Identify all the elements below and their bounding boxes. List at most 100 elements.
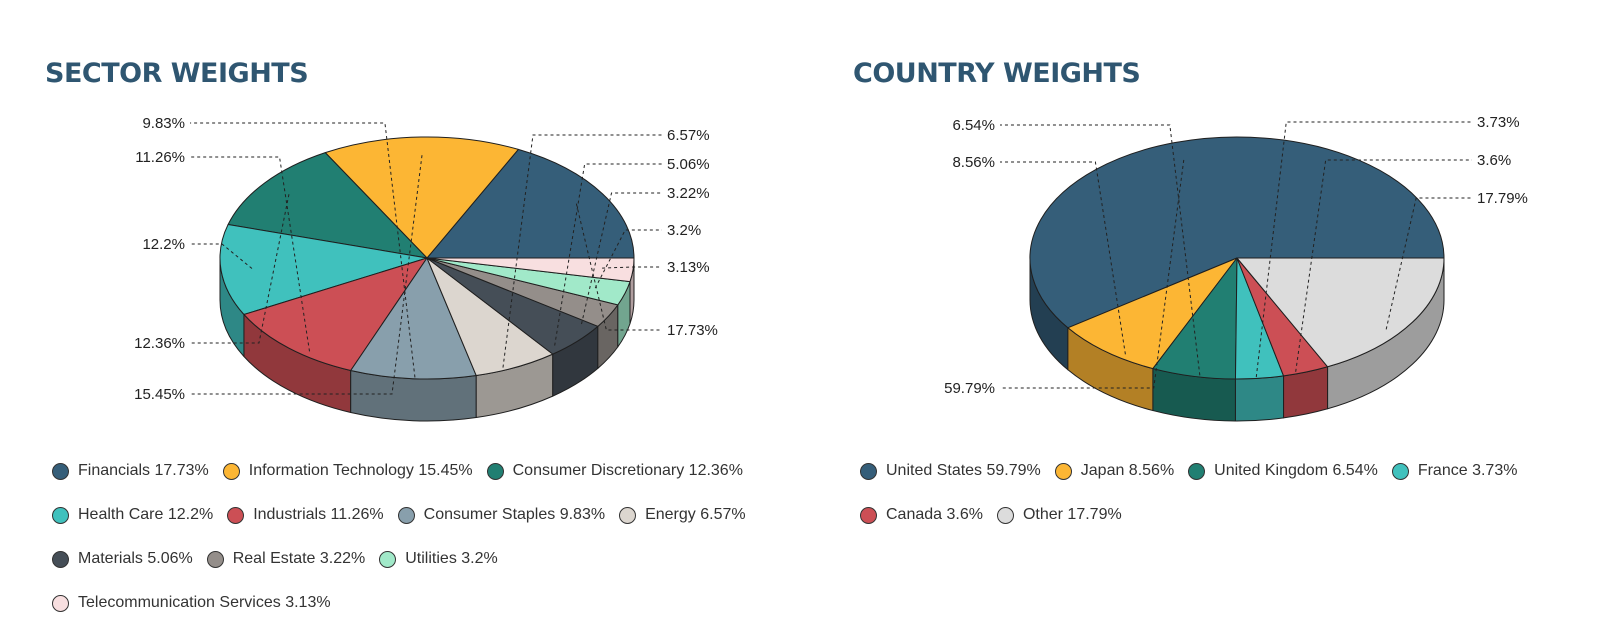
sector-slice-financials	[426, 148, 635, 259]
country-data-label-united-states: 59.79%	[944, 380, 995, 397]
country-weights-title: COUNTRY WEIGHTS	[853, 58, 1141, 89]
country-legend-item-united-kingdom[interactable]: United Kingdom 6.54%	[1188, 460, 1378, 482]
sector-data-label-industrials: 11.26%	[135, 149, 185, 166]
country-weights-pie-chart: 59.79% 8.56% 6.54% 3.73% 3.6% 17.79%	[944, 114, 1528, 422]
country-leader-other	[1385, 197, 1472, 330]
legend-item-label: Information Technology 15.45%	[248, 462, 473, 479]
sector-leader-consumer-discretionary	[190, 194, 290, 344]
sector-legend-item-real-estate[interactable]: Real Estate 3.22%	[206, 548, 366, 570]
sector-data-label-utilities: 3.2%	[667, 222, 701, 239]
legend-item-label: Health Care 12.2%	[78, 506, 214, 523]
legend-swatch-icon	[379, 550, 397, 568]
sector-legend-item-financials[interactable]: Financials 17.73%	[52, 460, 209, 482]
legend-item-label: Industrials 11.26%	[253, 506, 384, 523]
country-legend-item-japan[interactable]: Japan 8.56%	[1054, 460, 1175, 482]
sector-data-label-telecommunication-services: 3.13%	[667, 259, 710, 276]
country-weights-legend: United States 59.79% Japan 8.56% United Ki…	[860, 460, 1580, 526]
country-data-label-united-kingdom: 6.54%	[952, 117, 995, 134]
sector-slice-telecommunication-services	[426, 257, 635, 283]
sector-slice-consumer-discretionary	[227, 152, 428, 259]
country-leader-united-states	[1000, 159, 1185, 389]
legend-item-label: France 3.73%	[1417, 462, 1518, 479]
legend-swatch-icon	[1054, 462, 1072, 480]
sector-legend-item-energy[interactable]: Energy 6.57%	[619, 504, 746, 526]
sector-legend-item-industrials[interactable]: Industrials 11.26%	[227, 504, 384, 526]
country-leader-france	[1255, 121, 1472, 378]
sector-data-label-real-estate: 3.22%	[667, 185, 710, 202]
country-legend-item-other[interactable]: Other 17.79%	[996, 504, 1122, 526]
sector-data-label-consumer-staples: 9.83%	[142, 115, 185, 132]
legend-item-label: Financials 17.73%	[78, 462, 209, 479]
sector-data-label-consumer-discretionary: 12.36%	[134, 335, 185, 352]
legend-swatch-icon	[860, 462, 877, 480]
sector-legend-item-materials[interactable]: Materials 5.06%	[52, 548, 193, 570]
sector-leader-financials	[575, 203, 662, 331]
sector-weights-title: SECTOR WEIGHTS	[45, 58, 309, 89]
country-data-label-japan: 8.56%	[952, 154, 995, 171]
legend-swatch-icon	[1188, 462, 1206, 480]
legend-item-label: Utilities 3.2%	[405, 550, 498, 567]
sector-leader-health-care	[190, 243, 253, 269]
sector-data-label-information-technology: 15.45%	[134, 386, 185, 403]
sector-data-label-materials: 5.06%	[667, 156, 710, 173]
legend-item-label: United States 59.79%	[886, 462, 1041, 479]
sector-slice-health-care	[219, 224, 428, 316]
country-legend-item-france[interactable]: France 3.73%	[1391, 460, 1518, 482]
country-leader-united-kingdom	[1000, 124, 1201, 376]
legend-swatch-icon	[52, 594, 69, 612]
country-side-france	[1234, 375, 1285, 422]
sector-leader-telecommunication-services	[602, 266, 662, 269]
legend-item-label: Japan 8.56%	[1080, 462, 1175, 479]
country-weights-panel: COUNTRY WEIGHTS 59.79% 8.56% 6.54% 3.73% 3.6…	[820, 0, 1600, 626]
sector-legend-item-health-care[interactable]: Health Care 12.2%	[52, 504, 213, 526]
sector-leader-energy	[502, 134, 662, 368]
country-data-label-canada: 3.6%	[1477, 152, 1511, 169]
sector-weights-legend: Financials 17.73% Information Technology …	[52, 460, 812, 614]
legend-swatch-icon	[860, 506, 877, 524]
sector-leader-materials	[554, 163, 662, 346]
sector-legend-item-telecommunication-services[interactable]: Telecommunication Services 3.13%	[52, 592, 331, 614]
sector-legend-item-consumer-discretionary[interactable]: Consumer Discretionary 12.36%	[486, 460, 743, 482]
legend-swatch-icon	[619, 506, 637, 524]
sector-data-label-energy: 6.57%	[667, 127, 710, 144]
country-data-label-france: 3.73%	[1477, 114, 1520, 131]
sector-data-label-health-care: 12.2%	[142, 236, 185, 253]
sector-slice-consumer-staples	[350, 257, 477, 380]
legend-swatch-icon	[397, 506, 415, 524]
sector-slice-industrials	[243, 257, 428, 371]
legend-swatch-icon	[52, 506, 69, 524]
legend-swatch-icon	[52, 550, 69, 568]
legend-swatch-icon	[222, 462, 240, 480]
sector-legend-item-information-technology[interactable]: Information Technology 15.45%	[222, 460, 473, 482]
country-legend-item-canada[interactable]: Canada 3.6%	[860, 504, 983, 526]
legend-item-label: Energy 6.57%	[645, 506, 746, 523]
sector-leader-real-estate	[581, 192, 662, 325]
sector-leader-information-technology	[190, 155, 423, 395]
legend-item-label: United Kingdom 6.54%	[1214, 462, 1378, 479]
sector-legend-item-consumer-staples[interactable]: Consumer Staples 9.83%	[397, 504, 606, 526]
sector-legend-item-utilities[interactable]: Utilities 3.2%	[379, 548, 498, 570]
sector-weights-panel: SECTOR WEIGHTS 17.73% 15.45% 12.36% 12.2% 11…	[45, 58, 812, 614]
sector-leader-consumer-staples	[190, 122, 416, 378]
country-slice-other	[1236, 257, 1445, 368]
legend-item-label: Consumer Staples 9.83%	[423, 506, 606, 523]
legend-item-label: Other 17.79%	[1022, 506, 1122, 523]
legend-item-label: Telecommunication Services 3.13%	[78, 594, 331, 611]
legend-item-label: Materials 5.06%	[78, 550, 193, 567]
legend-swatch-icon	[227, 506, 245, 524]
sector-weights-pie-chart: 17.73% 15.45% 12.36% 12.2% 11.26% 9.83% 6.57% 5…	[134, 115, 718, 422]
legend-item-label: Real Estate 3.22%	[232, 550, 366, 567]
country-slice-united-states	[1029, 136, 1445, 329]
country-data-label-other: 17.79%	[1477, 190, 1528, 207]
legend-swatch-icon	[486, 462, 504, 480]
legend-swatch-icon	[1391, 462, 1409, 480]
sector-data-label-financials: 17.73%	[667, 322, 718, 339]
country-legend-item-united-states[interactable]: United States 59.79%	[860, 460, 1041, 482]
country-slice-japan	[1067, 257, 1238, 370]
sector-slice-information-technology	[324, 136, 519, 259]
legend-item-label: Consumer Discretionary 12.36%	[512, 462, 743, 479]
legend-swatch-icon	[52, 462, 69, 480]
legend-swatch-icon	[996, 506, 1014, 524]
country-leader-japan	[1000, 161, 1126, 355]
legend-swatch-icon	[206, 550, 224, 568]
